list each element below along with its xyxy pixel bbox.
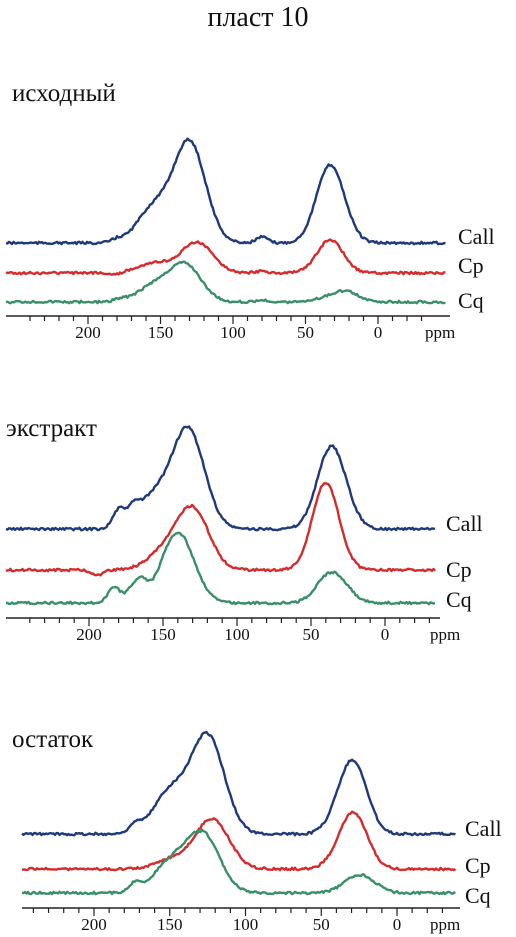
x-tick-label: 0 (374, 323, 383, 342)
x-tick-label: 200 (76, 625, 102, 644)
x-tick-label: 200 (81, 915, 107, 934)
series-line-call (5, 425, 436, 532)
series-label-cq: Cq (446, 587, 472, 612)
spectrum-panel-1: 200 150 100 50 0 ppm Call Cp Cq (5, 137, 495, 342)
x-tick-label: 50 (297, 323, 314, 342)
x-axis-unit-label: ppm (425, 323, 455, 342)
series-line-call (5, 137, 446, 246)
x-tick-label: 150 (157, 915, 183, 934)
series-label-call: Call (458, 224, 495, 249)
series-label-call: Call (465, 816, 502, 841)
x-tick-label: 0 (393, 915, 402, 934)
x-tick-label: 100 (224, 625, 250, 644)
series-line-cp (5, 482, 436, 577)
series-line-cq (5, 260, 446, 305)
panel-label-2: экстракт (6, 415, 97, 442)
x-tick-label: 200 (75, 323, 101, 342)
series-line-cq (5, 531, 436, 606)
panel-label-3: остаток (12, 726, 94, 753)
x-axis-unit-label: ppm (430, 625, 460, 644)
spectrum-panel-2: 200 150 100 50 0 ppm Call Cp Cq (5, 425, 483, 644)
series-line-cq (21, 828, 456, 896)
x-tick-label: 50 (313, 915, 330, 934)
figure-title: пласт 10 (207, 2, 309, 33)
panel-label-1: исходный (12, 80, 116, 107)
x-tick-label: 150 (150, 625, 176, 644)
series-line-call (21, 730, 456, 837)
series-label-cq: Cq (465, 883, 491, 908)
series-label-call: Call (446, 511, 483, 536)
series-label-cp: Cp (465, 853, 491, 878)
x-tick-label: 50 (303, 625, 320, 644)
spectrum-panel-3: 200 150 100 50 0 ppm Call Cp Cq (21, 730, 502, 934)
series-line-cp (5, 238, 446, 276)
series-label-cp: Cp (458, 253, 484, 278)
series-label-cp: Cp (446, 557, 472, 582)
x-tick-label: 100 (220, 323, 246, 342)
x-tick-label: 100 (233, 915, 259, 934)
series-line-cp (21, 810, 457, 872)
series-label-cq: Cq (458, 288, 484, 313)
x-tick-label: 150 (148, 323, 174, 342)
x-tick-label: 0 (381, 625, 390, 644)
x-axis-unit-label: ppm (430, 915, 460, 934)
